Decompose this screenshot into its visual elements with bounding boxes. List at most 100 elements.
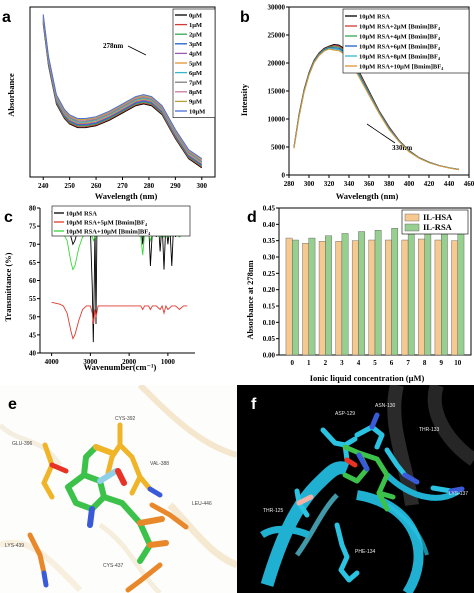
panel-a-xtick-label: 260 <box>91 182 102 190</box>
panel-a-xtick-label: 250 <box>64 182 75 190</box>
panel-f-residue-asn130: ASN-130 <box>375 403 396 409</box>
panel-c-ytick-label: 45 <box>29 331 37 339</box>
panel-e-residue-glu396: GLU-396 <box>12 441 33 447</box>
panel-a-legend-entry: 6μM <box>189 70 202 77</box>
panel-f-residue-lys137: LYS-137 <box>449 491 468 497</box>
panel-b-xtick-label: 420 <box>424 180 435 188</box>
panel-b-ytick-label: 30000 <box>268 4 286 12</box>
panel-d-ytick-label: 0.45 <box>263 205 276 213</box>
panel-a-legend-entry: 8μM <box>189 89 202 96</box>
panel-d-bar <box>457 224 465 356</box>
panel-b-chart: b Wavelength (nm) Intensity 330nm 280 300… <box>239 4 474 202</box>
panel-d-xtick-label: 5 <box>373 359 377 367</box>
panel-a-xtick-label: 290 <box>170 182 181 190</box>
panel-c-ytick-label: 40 <box>29 350 37 358</box>
panel-c-legend-entry: 10μM RSA+10μM [Bmim]BF₄ <box>66 228 150 235</box>
panel-c-xtick-label: 1000 <box>161 358 176 366</box>
panel-a-xlabel: Wavelength (nm) <box>95 191 158 201</box>
panel-a-annotation-arrow <box>127 45 147 56</box>
panel-d-legend-swatch <box>404 213 420 222</box>
panel-d-ylabel: Absorbance at 278nm <box>245 260 255 339</box>
panel-a-ylabel: Absorbance <box>6 73 16 117</box>
panel-a-xtick-label: 280 <box>144 182 155 190</box>
panel-b-xtick-label: 440 <box>444 180 455 188</box>
panel-d-xtick-label: 9 <box>439 359 443 367</box>
panel-a-legend-entry: 7μM <box>189 80 202 87</box>
panel-b-annotation-arrow <box>366 123 396 144</box>
panel-d-bar <box>325 235 332 356</box>
panel-b-peak-annotation: 330nm <box>392 144 412 152</box>
panel-b-legend-entry: 10μM RSA <box>359 13 390 20</box>
panel-c-xtick-label: 4000 <box>45 358 60 366</box>
panel-d-ytick-label: 0.20 <box>263 286 276 294</box>
panel-c-xtick-label: 2000 <box>122 358 137 366</box>
panel-d-xtick-label: 3 <box>340 359 344 367</box>
panel-d-bar <box>418 238 425 356</box>
panel-a-legend-entry: 0μM <box>189 12 202 19</box>
panel-d-ytick-label: 0.05 <box>263 335 276 343</box>
panel-e-residue-cys392: CYS-392 <box>115 416 136 422</box>
panel-d-xtick-label: 6 <box>390 359 394 367</box>
panel-f-residue-asp129: ASP-129 <box>335 411 355 417</box>
panel-d-ytick-label: 0.35 <box>263 237 276 245</box>
panel-f-residue-thr125: THR-125 <box>263 508 284 514</box>
panel-a-xtick-label: 300 <box>197 182 208 190</box>
panel-d-legend-swatch <box>404 223 420 232</box>
panel-d-legend-entry: IL-RSA <box>423 222 453 232</box>
panel-d-chart: d Ionic liquid concentration (μM) Absorb… <box>245 205 472 383</box>
panel-b-xtick-label: 360 <box>364 180 375 188</box>
panel-b-legend-entry: 10μM RSA+4μM [Bmim]BF₄ <box>359 33 440 40</box>
panel-b-legend <box>342 8 470 74</box>
panel-c-ytick-label: 65 <box>29 259 37 267</box>
panel-c-xlabel: Wavenumber(cm⁻¹) <box>84 362 157 372</box>
panel-c-chart: c Wavenumber(cm⁻¹) Transmittance (%) 400… <box>3 205 195 372</box>
panel-f-residue-thr133: THR-133 <box>419 427 440 433</box>
panel-a-peak-annotation: 278nm <box>103 42 123 50</box>
panel-d-ytick-label: 0.15 <box>263 303 276 311</box>
panel-c-legend-entry: 10μM RSA+5μM [Bmim]BF₄ <box>66 219 147 226</box>
panel-b-ytick-label: 0 <box>282 172 286 180</box>
panel-d-xtick-label: 1 <box>307 359 311 367</box>
panel-d-bar <box>341 233 349 356</box>
panel-d-xtick-label: 10 <box>454 359 462 367</box>
panel-d-bar <box>401 239 409 356</box>
panel-c-ylabel: Transmittance (%) <box>3 252 13 321</box>
panel-d-legend-entry: IL-HSA <box>423 212 453 222</box>
panel-d-xtick-label: 7 <box>406 359 410 367</box>
panel-a-legend-entry: 9μM <box>189 99 202 106</box>
panel-e-docking-image: CYS-392 GLU-396 VAL-388 LEU-446 LYS-439 … <box>0 385 237 593</box>
panel-f-residue-phe134: PHE-134 <box>355 549 376 555</box>
panel-c-ytick-label: 75 <box>29 223 37 231</box>
panel-b-ytick-label: 25000 <box>268 32 286 40</box>
panel-b-ytick-label: 5000 <box>271 144 286 152</box>
panel-a-legend-entry: 4μM <box>189 51 202 58</box>
panel-d-bar <box>308 237 316 356</box>
panel-c-ytick-label: 50 <box>29 313 37 321</box>
panel-c-legend-entry: 10μM RSA <box>66 210 97 217</box>
panel-b-legend-entry: 10μM RSA+6μM [Bmim]BF₄ <box>359 43 440 50</box>
panel-b-ylabel: Intensity <box>239 83 249 116</box>
panel-letter-d: d <box>247 209 257 226</box>
panel-d-bar <box>391 228 399 356</box>
panel-d-bar <box>407 227 415 356</box>
panel-d-bar <box>385 239 392 356</box>
panel-e-residue-cys437: CYS-437 <box>103 563 124 569</box>
panel-a-legend-entry: 3μM <box>189 41 202 48</box>
panel-c-series-line <box>51 301 188 340</box>
panel-letter-f: f <box>251 396 257 413</box>
panel-d-bar <box>451 240 458 356</box>
panel-d-bar <box>368 239 376 356</box>
panel-b-legend-entry: 10μM RSA+8μM [Bmim]BF₄ <box>359 53 440 60</box>
panel-d-ytick-label: 0.10 <box>263 319 276 327</box>
panel-d-ytick-label: 0.00 <box>263 352 276 360</box>
panel-b-xlabel: Wavelength (nm) <box>336 191 399 201</box>
panel-d-bar <box>351 240 359 356</box>
panel-a-series-line <box>42 14 203 160</box>
panel-d-bar <box>292 239 299 356</box>
panel-a-xtick-label: 270 <box>117 182 128 190</box>
panel-c-ytick-label: 55 <box>29 295 37 303</box>
panel-b-xtick-label: 400 <box>404 180 415 188</box>
panel-d-bar <box>358 231 365 356</box>
panel-e-residue-val388: VAL-388 <box>150 461 169 467</box>
panel-d-bar <box>374 230 382 356</box>
